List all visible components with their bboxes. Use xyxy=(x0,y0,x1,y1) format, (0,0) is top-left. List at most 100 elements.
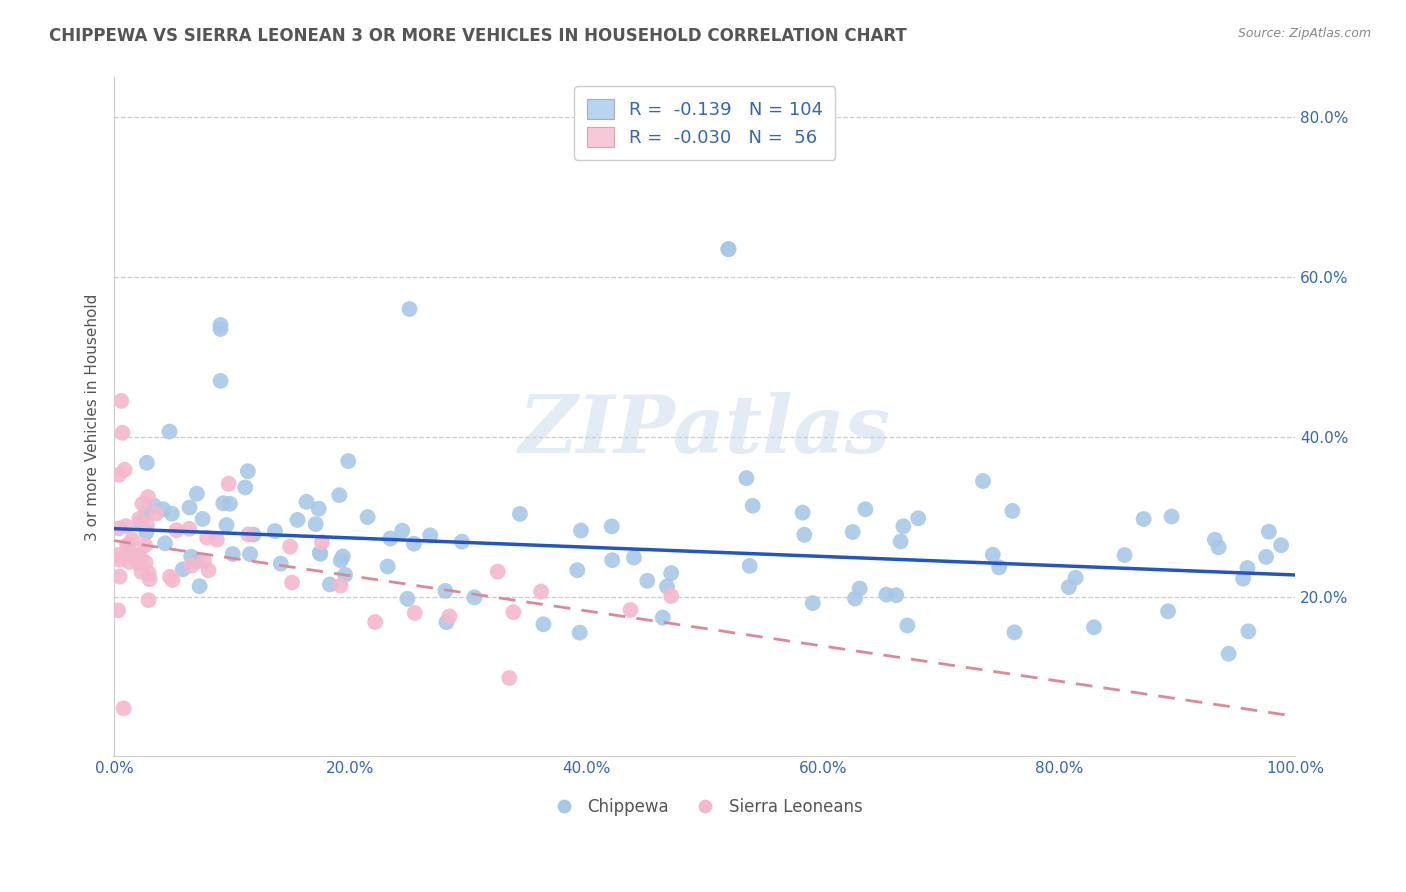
Point xyxy=(186,487,208,501)
Point xyxy=(138,566,160,581)
Point xyxy=(233,480,256,494)
Point xyxy=(127,549,149,563)
Point xyxy=(717,242,740,256)
Point xyxy=(135,507,157,521)
Point xyxy=(884,588,907,602)
Point xyxy=(134,538,156,552)
Point xyxy=(735,471,758,485)
Point xyxy=(509,507,531,521)
Point xyxy=(1114,548,1136,562)
Point xyxy=(114,463,136,477)
Point xyxy=(636,574,658,588)
Point xyxy=(533,617,555,632)
Point xyxy=(180,549,202,564)
Point xyxy=(391,524,413,538)
Point xyxy=(319,577,342,591)
Point xyxy=(337,454,360,468)
Point xyxy=(295,495,318,509)
Point xyxy=(160,507,183,521)
Point xyxy=(738,558,761,573)
Point xyxy=(530,584,553,599)
Point xyxy=(118,548,141,562)
Point xyxy=(981,548,1004,562)
Point xyxy=(659,566,682,581)
Point xyxy=(117,538,139,552)
Point xyxy=(129,550,152,565)
Point xyxy=(329,579,352,593)
Point xyxy=(180,558,202,573)
Point xyxy=(159,570,181,584)
Legend: Chippewa, Sierra Leoneans: Chippewa, Sierra Leoneans xyxy=(540,791,869,822)
Point xyxy=(115,519,138,533)
Point xyxy=(112,701,135,715)
Point xyxy=(121,533,143,547)
Point xyxy=(135,525,157,540)
Point xyxy=(792,506,814,520)
Point xyxy=(172,562,194,576)
Point xyxy=(972,474,994,488)
Point xyxy=(1237,624,1260,639)
Point xyxy=(135,556,157,570)
Point xyxy=(236,464,259,478)
Point xyxy=(1254,549,1277,564)
Point xyxy=(434,583,457,598)
Point xyxy=(356,510,378,524)
Point xyxy=(1157,604,1180,618)
Point xyxy=(419,528,441,542)
Point xyxy=(841,524,863,539)
Point xyxy=(741,499,763,513)
Point xyxy=(108,553,131,567)
Point xyxy=(328,488,350,502)
Point xyxy=(1204,533,1226,547)
Point xyxy=(1218,647,1240,661)
Point xyxy=(623,550,645,565)
Point xyxy=(179,500,201,515)
Point xyxy=(404,606,426,620)
Point xyxy=(238,527,260,541)
Point xyxy=(138,593,160,607)
Point xyxy=(1001,504,1024,518)
Point xyxy=(107,521,129,535)
Point xyxy=(463,591,485,605)
Point xyxy=(893,519,915,533)
Point xyxy=(142,499,165,513)
Point xyxy=(118,555,141,569)
Point xyxy=(439,609,461,624)
Point xyxy=(890,534,912,549)
Point xyxy=(333,567,356,582)
Point xyxy=(209,374,232,388)
Point xyxy=(205,533,228,547)
Point xyxy=(600,519,623,533)
Point xyxy=(380,532,402,546)
Point xyxy=(136,490,159,504)
Point xyxy=(896,618,918,632)
Y-axis label: 3 or more Vehicles in Household: 3 or more Vehicles in Household xyxy=(86,293,100,541)
Point xyxy=(188,579,211,593)
Point xyxy=(212,496,235,510)
Point xyxy=(186,554,208,568)
Point xyxy=(486,565,509,579)
Point xyxy=(128,512,150,526)
Point xyxy=(619,603,641,617)
Point xyxy=(239,547,262,561)
Point xyxy=(651,610,673,624)
Point xyxy=(145,507,167,521)
Point xyxy=(793,528,815,542)
Point xyxy=(135,456,157,470)
Point xyxy=(215,518,238,533)
Point xyxy=(136,518,159,533)
Point xyxy=(107,548,129,562)
Point xyxy=(209,322,232,336)
Point xyxy=(875,588,897,602)
Point xyxy=(1257,524,1279,539)
Point xyxy=(309,547,332,561)
Point xyxy=(801,596,824,610)
Point xyxy=(1083,620,1105,634)
Point xyxy=(600,553,623,567)
Point xyxy=(179,522,201,536)
Point xyxy=(108,467,131,482)
Point xyxy=(131,565,153,579)
Point xyxy=(364,615,387,629)
Point xyxy=(717,242,740,256)
Point xyxy=(568,625,591,640)
